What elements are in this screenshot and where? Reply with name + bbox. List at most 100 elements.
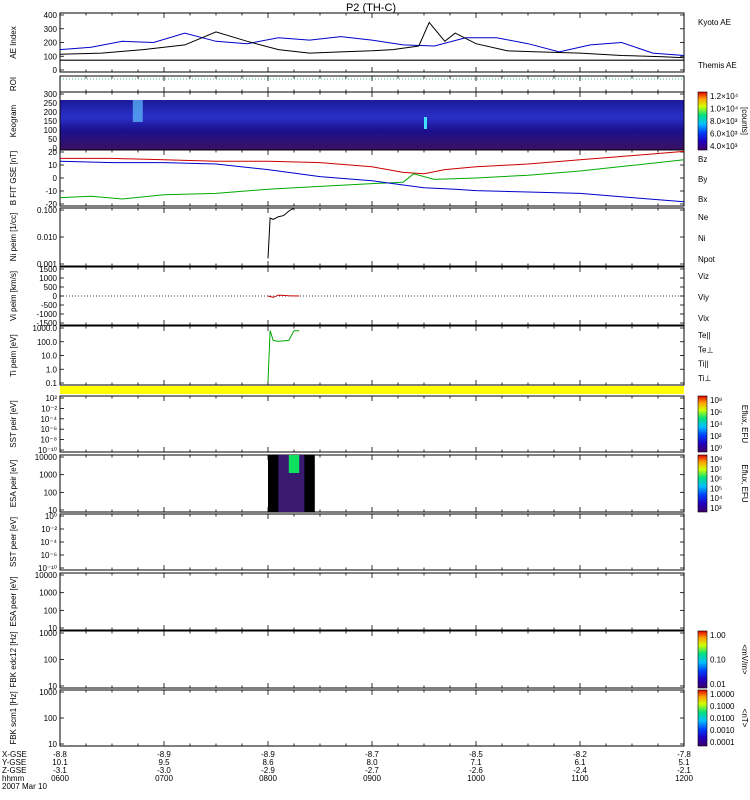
fbk2-frame	[59, 689, 685, 747]
esa2-frame	[59, 572, 685, 631]
fbk1-ytick: 10	[48, 682, 57, 691]
ti-frame	[59, 325, 685, 386]
ae-ytick: 0	[53, 66, 58, 75]
esa1-ytick: 10	[48, 506, 57, 515]
bfield-legend-0: Bz	[698, 155, 707, 164]
esa-spectrogram-peak	[288, 455, 300, 473]
sst1-ytick: 10⁻⁶	[41, 425, 57, 434]
fbk1-cbar-tick: 0.10	[710, 656, 726, 665]
ni-series-0	[267, 207, 295, 259]
esa2-ytick: 10	[48, 624, 57, 633]
fbk2-cbar-label: <nT>	[740, 709, 749, 728]
fbk2-cbar-tick: 0.0010	[710, 726, 735, 735]
fbk1-cbar-tick: 1.00	[710, 631, 726, 640]
ae-ytick: 100	[44, 52, 58, 61]
xaxis-col1-row2: -3.0	[157, 766, 171, 775]
bfield-ylabel: B FIT GSE [nT]	[9, 151, 18, 206]
sst1-cbar-tick: 10⁶	[710, 408, 722, 417]
ni-legend-2: Npot	[698, 255, 716, 264]
keogram-ytick: 200	[44, 108, 58, 117]
bfield-legend-1: By	[698, 175, 707, 184]
esa1-cbar-label: Eflux, EFU	[740, 464, 749, 502]
keogram-ytick: 50	[48, 135, 57, 144]
vi-ytick: -1000	[37, 310, 58, 319]
keogram-cbar-tick: 1.2×10⁴	[710, 92, 739, 101]
fbk2-ytick: 10	[48, 740, 57, 749]
bfield-ytick: 20	[48, 148, 57, 157]
esa1-cbar-tick: 10⁸	[710, 455, 722, 464]
xaxis-date: 2007 Mar 10	[2, 782, 47, 791]
fbk1-frame	[59, 630, 685, 689]
esa1-colorbar	[697, 454, 708, 513]
bfield-ytick: 10	[48, 161, 57, 170]
sst1-ytick: 10⁻⁴	[40, 415, 57, 424]
esa1-ytick: 100	[44, 488, 58, 497]
keogram-cbar-tick: 1.0×10⁴	[710, 105, 739, 114]
xaxis-col0-row0: -8.8	[53, 750, 67, 759]
xaxis-col2-row3: 0800	[259, 774, 277, 783]
ae-ytick: 200	[44, 39, 58, 48]
fbk2-colorbar	[697, 689, 708, 747]
ti-ytick: 1.0	[46, 365, 58, 374]
keogram-ytick: 100	[44, 126, 58, 135]
xaxis-rowlabel-2: Z-GSE	[2, 766, 26, 775]
bfield-series-2	[59, 160, 685, 203]
sst2-ytick: 10⁻⁶	[41, 551, 57, 560]
xaxis-rowlabel-1: Y-GSE	[2, 758, 26, 767]
ti-ytick: 0.1	[46, 379, 58, 388]
fbk1-ytick: 100	[44, 656, 58, 665]
esa1-frame	[59, 454, 685, 513]
fbk1-cbar-tick: 0.01	[710, 680, 726, 689]
chart-title: P2 (TH-C)	[346, 2, 396, 14]
sst2-ytick: 10⁻⁴	[40, 538, 57, 547]
xaxis-col5-row2: -2.4	[573, 766, 587, 775]
ae-series-0	[59, 32, 685, 56]
xaxis-col3-row3: 0900	[363, 774, 381, 783]
ni-ylabel: Ni peim [1/cc]	[9, 213, 18, 261]
esa2-ytick: 100	[44, 606, 58, 615]
xaxis-col2-row1: 8.6	[262, 758, 274, 767]
vi-series-0	[267, 294, 300, 298]
xaxis-col1-row1: 9.5	[158, 758, 170, 767]
ae-ylabel: AE Index	[9, 26, 18, 58]
vi-ytick: 500	[44, 283, 58, 292]
bfield-series-1	[59, 159, 685, 200]
xaxis-col6-row2: -2.1	[677, 766, 691, 775]
sst1-cbar-label: Eflux, EFU	[740, 405, 749, 443]
vi-legend-1: Viy	[698, 293, 709, 302]
fbk1-cbar-label: <mV/m>	[740, 644, 749, 675]
bfield-ytick: -10	[45, 187, 57, 196]
xaxis-col0-row3: 0600	[51, 774, 69, 783]
xaxis-col2-row0: -8.9	[261, 750, 275, 759]
keogram-ytick: 250	[44, 99, 58, 108]
vi-ytick: 0	[53, 292, 58, 301]
ti-ylabel: Ti peim [eV]	[9, 334, 18, 376]
keogram-ytick: 150	[44, 117, 58, 126]
xaxis-col6-row0: -7.8	[677, 750, 691, 759]
xaxis-col4-row3: 1000	[467, 774, 485, 783]
keogram-cbar-tick: 6.0×10³	[710, 130, 738, 139]
xaxis-col3-row1: 8.0	[366, 758, 378, 767]
fbk1-ylabel: FBK edc12 [Hz]	[9, 631, 18, 687]
ti-legend-0: Te||	[698, 331, 711, 340]
xaxis-col0-row1: 10.1	[52, 758, 68, 767]
fbk2-ytick: 100	[44, 714, 58, 723]
esa1-ylabel: ESA peir [eV]	[9, 460, 18, 508]
xaxis-col5-row0: -8.2	[573, 750, 587, 759]
sst1-colorbar	[697, 395, 708, 453]
fbk2-cbar-tick: 0.1000	[710, 702, 735, 711]
vi-ytick: -500	[41, 301, 58, 310]
sst1-ytick: 10⁻²	[41, 404, 57, 413]
bfield-ytick: -20	[45, 200, 57, 209]
vi-ylabel: Vi peim [km/s]	[9, 271, 18, 321]
ti-legend-1: Te⊥	[698, 345, 713, 354]
keogram-cbar-tick: 4.0×10³	[710, 142, 738, 151]
vi-ytick: 1500	[39, 265, 57, 274]
vi-ytick: 1000	[39, 274, 57, 283]
xaxis-col2-row2: -2.9	[261, 766, 275, 775]
xaxis-col5-row3: 1100	[571, 774, 589, 783]
bfield-series-0	[60, 150, 685, 175]
ae-series-1	[59, 21, 685, 59]
esa2-ytick: 10000	[35, 571, 58, 580]
